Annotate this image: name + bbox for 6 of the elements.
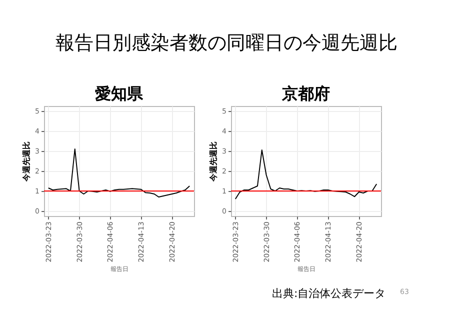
y-axis-title: 今週先週比 [209, 142, 218, 182]
y-axis-title: 今週先週比 [22, 142, 32, 182]
source-note: 出典:自治体公表データ [272, 286, 386, 301]
text: 報告日別感染者数の同曜日の今週先週比 [54, 31, 398, 56]
chart-title: 京都府 [281, 84, 330, 103]
chart-title: 愛知県 [95, 84, 144, 103]
